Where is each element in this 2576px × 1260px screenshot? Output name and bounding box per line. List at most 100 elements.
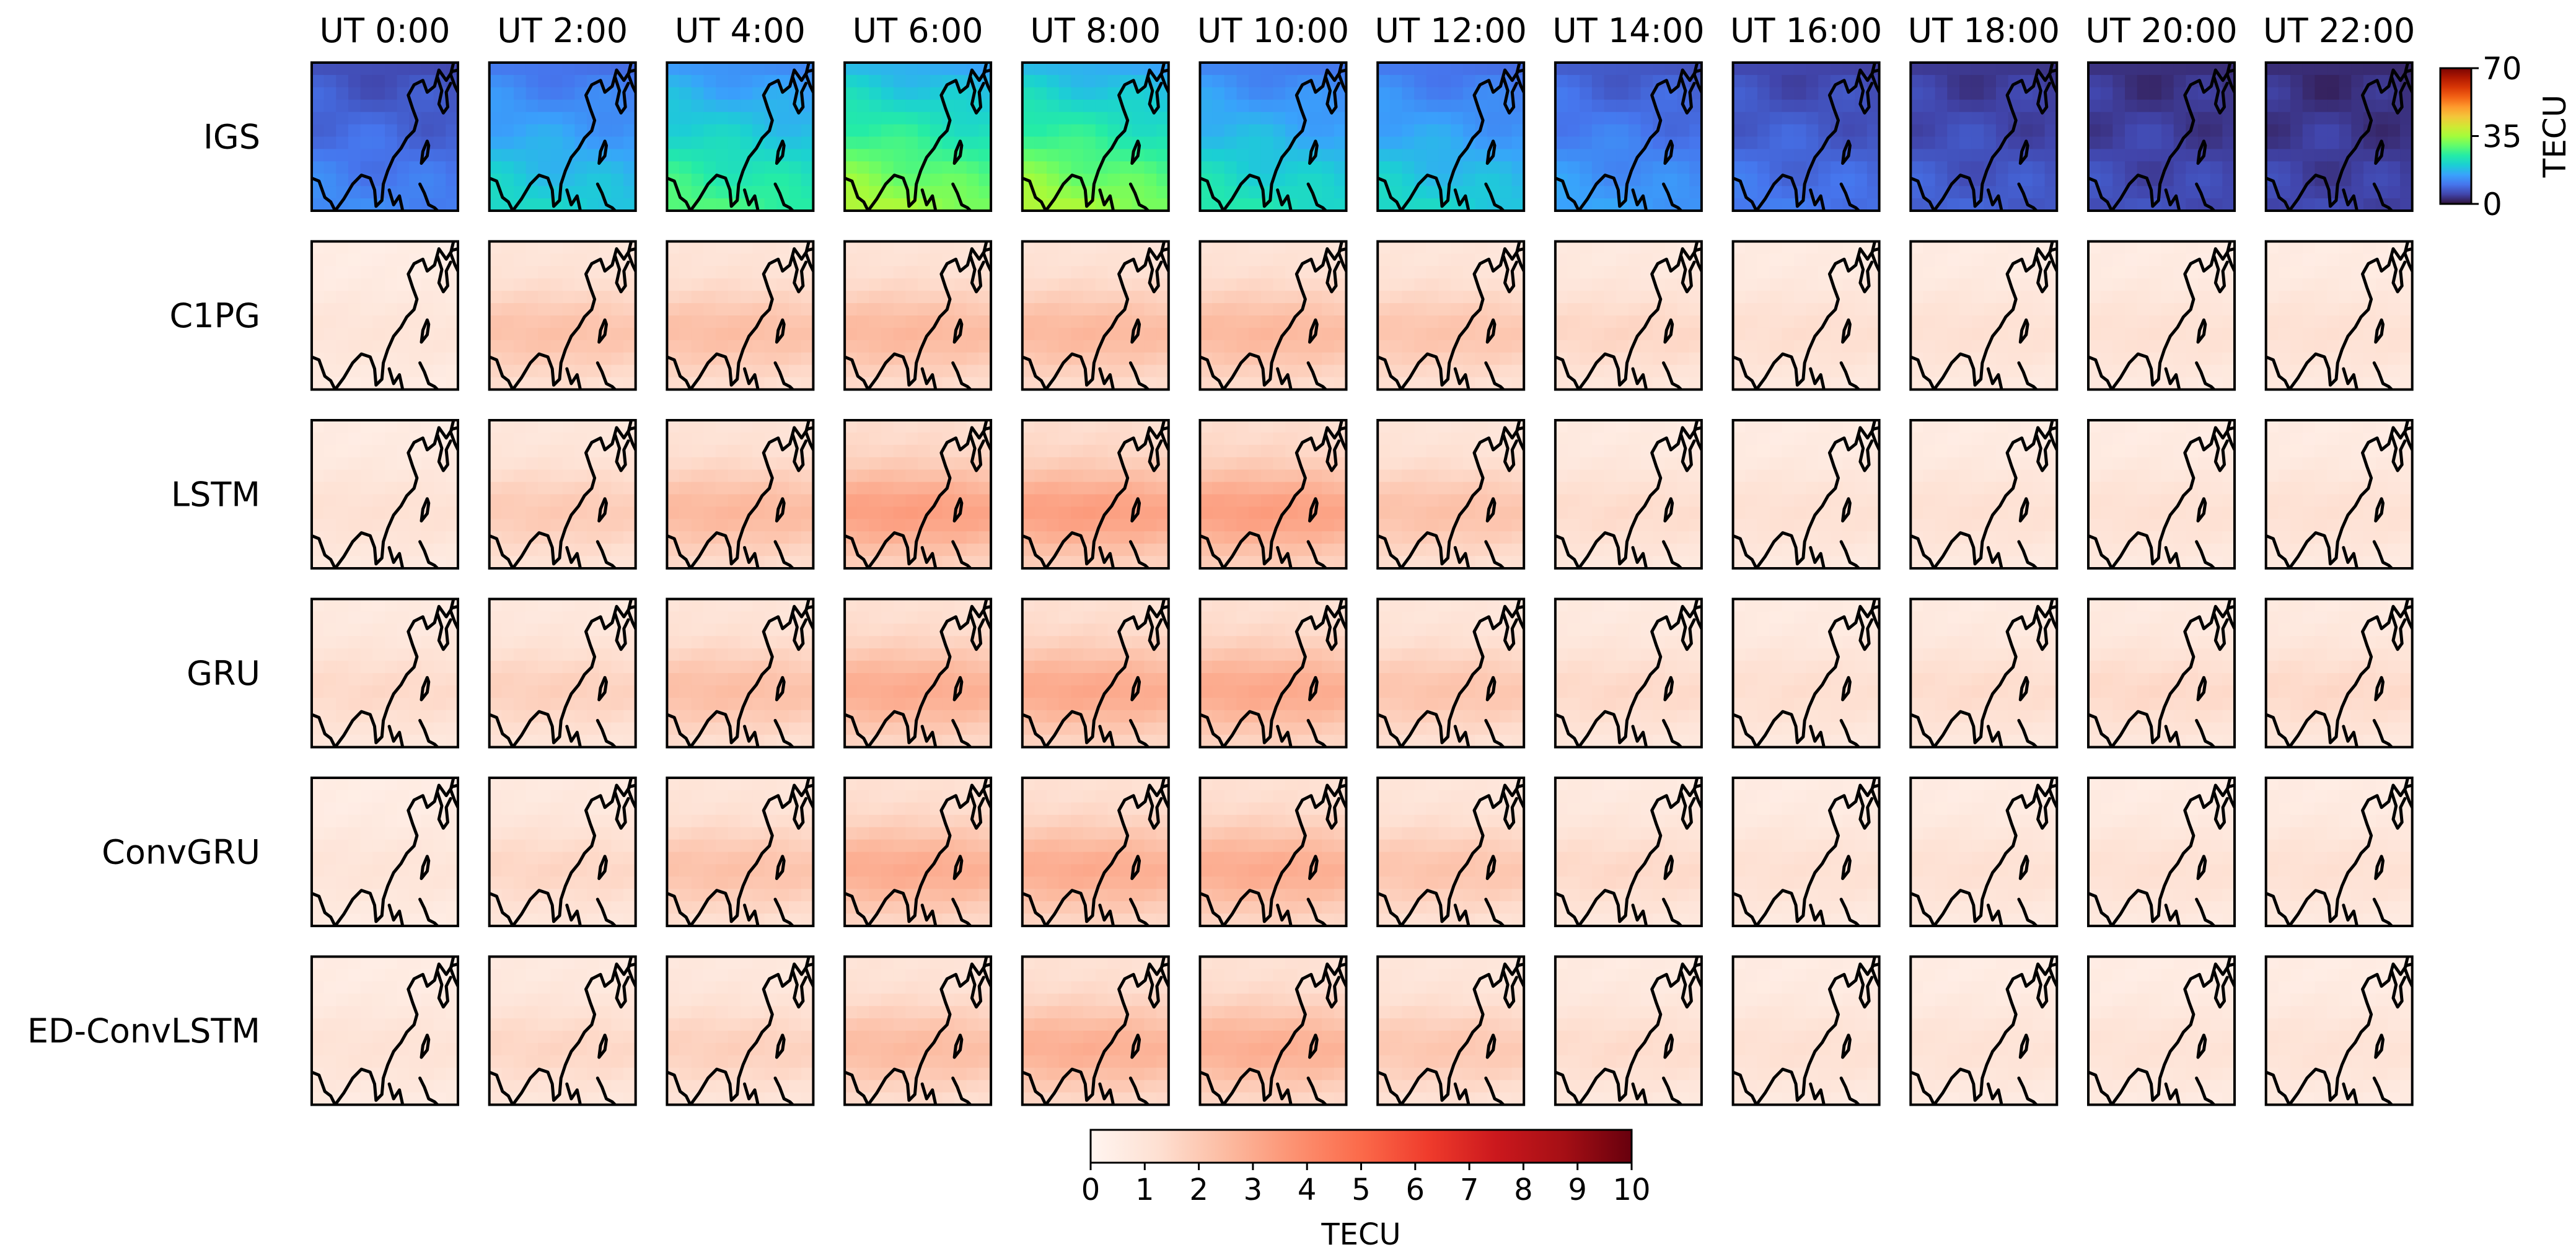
coastline	[1378, 778, 1524, 926]
map-panel-lstm-ut-16-00	[1731, 419, 1881, 570]
panel-frame	[2264, 61, 2414, 212]
panel-frame	[666, 240, 815, 391]
map-panel-convgru-ut-12-00	[1376, 777, 1526, 927]
panel-frame	[1021, 419, 1170, 570]
coastline	[489, 63, 636, 211]
colorbar-tec-label: TECU	[2537, 95, 2573, 178]
map-panel-igs-ut-18-00	[1909, 61, 2059, 212]
map-panel-ed-convlstm-ut-6-00	[843, 955, 993, 1106]
coastline	[1733, 63, 1879, 211]
coastline	[312, 63, 458, 211]
row-label-ed-convlstm: ED-ConvLSTM	[27, 1011, 260, 1051]
heatmap-cells	[667, 420, 814, 568]
coastline	[1200, 778, 1347, 926]
heatmap-cells	[1200, 420, 1347, 568]
coastline	[845, 599, 991, 747]
map-panel-gru-ut-0-00	[310, 597, 459, 749]
map-panel-igs-ut-12-00	[1376, 61, 1526, 212]
map-panel-c1pg-ut-18-00	[1909, 240, 2059, 391]
panel-frame	[666, 597, 815, 749]
coastline	[312, 956, 458, 1105]
colorbar-error-tick-label: 1	[1135, 1173, 1154, 1207]
colorbar-error-tick-label: 3	[1244, 1173, 1263, 1207]
time-label-ut-16-00: UT 16:00	[1730, 11, 1882, 50]
coastline	[2088, 420, 2235, 568]
colorbar-tec: 0 35 70 TECU	[2439, 51, 2573, 222]
map-panel-lstm-ut-22-00	[2264, 419, 2414, 570]
heatmap-cells	[2266, 420, 2412, 568]
colorbar-tec-bar	[2439, 67, 2473, 205]
coastline	[1910, 599, 2057, 747]
coastline	[312, 241, 458, 390]
map-panel-ed-convlstm-ut-14-00	[1554, 955, 1703, 1106]
panel-frame	[310, 419, 459, 570]
colorbar-error-bar	[1089, 1129, 1633, 1164]
map-panel-ed-convlstm-ut-16-00	[1731, 955, 1881, 1106]
map-panel-gru-ut-10-00	[1198, 597, 1348, 749]
colorbar-error-tick-label: 10	[1612, 1173, 1650, 1207]
coastline	[667, 420, 814, 568]
map-panel-lstm-ut-0-00	[310, 419, 459, 570]
panel-frame	[2087, 597, 2236, 749]
panel-frame	[1909, 955, 2059, 1106]
coastline	[667, 956, 814, 1105]
coastline	[2266, 420, 2412, 568]
heatmap-cells	[1022, 241, 1169, 390]
panel-frame	[1554, 61, 1703, 212]
coastline	[1378, 956, 1524, 1105]
coastline	[845, 956, 991, 1105]
map-panel-ed-convlstm-ut-10-00	[1198, 955, 1348, 1106]
map-panel-gru-ut-6-00	[843, 597, 993, 749]
time-label-ut-20-00: UT 20:00	[2085, 11, 2237, 50]
panel-frame	[488, 419, 637, 570]
panel-frame	[488, 597, 637, 749]
heatmap-cells	[1378, 956, 1524, 1105]
heatmap-cells	[1555, 778, 1702, 926]
map-panel-convgru-ut-22-00	[2264, 777, 2414, 927]
map-panel-igs-ut-2-00	[488, 61, 637, 212]
panel-frame	[1021, 61, 1170, 212]
map-panel-igs-ut-14-00	[1554, 61, 1703, 212]
panel-frame	[2264, 777, 2414, 927]
map-panel-gru-ut-20-00	[2087, 597, 2236, 749]
panel-frame	[843, 955, 993, 1106]
panel-frame	[1909, 419, 2059, 570]
panel-frame	[488, 777, 637, 927]
panel-frame	[310, 61, 459, 212]
colorbar-error-tick-label: 7	[1460, 1173, 1479, 1207]
coastline	[1378, 599, 1524, 747]
coastline	[1022, 956, 1169, 1105]
panel-frame	[2087, 777, 2236, 927]
heatmap-cells	[1022, 778, 1169, 926]
heatmap-cells	[1910, 63, 2057, 211]
panel-frame	[1731, 597, 1881, 749]
time-label-ut-22-00: UT 22:00	[2263, 11, 2415, 50]
heatmap-cells	[1200, 778, 1347, 926]
heatmap-cells	[1022, 956, 1169, 1105]
colorbar-tec-tick-label: 0	[2482, 187, 2502, 222]
time-headers: UT 0:00 UT 2:00 UT 4:00 UT 6:00 UT 8:00 UT 10…	[320, 11, 2416, 50]
map-panel-lstm-ut-18-00	[1909, 419, 2059, 570]
coastline	[2088, 778, 2235, 926]
heatmap-cells	[1910, 241, 2057, 390]
map-panel-convgru-ut-2-00	[488, 777, 637, 927]
time-label-ut-14-00: UT 14:00	[1552, 11, 1704, 50]
map-panel-igs-ut-8-00	[1021, 61, 1170, 212]
coastline	[1378, 241, 1524, 390]
coastline	[1200, 241, 1347, 390]
panel-frame	[1021, 240, 1170, 391]
colorbar-error-tick-label: 9	[1568, 1173, 1587, 1207]
coastline	[312, 778, 458, 926]
coastline	[1733, 420, 1879, 568]
map-panel-lstm-ut-2-00	[488, 419, 637, 570]
panel-frame	[1554, 240, 1703, 391]
panel-frame	[1376, 777, 1526, 927]
panel-frame	[2264, 597, 2414, 749]
time-label-ut-18-00: UT 18:00	[1908, 11, 2060, 50]
panel-frame	[2264, 419, 2414, 570]
panel-frame	[1909, 240, 2059, 391]
panel-frame	[1198, 61, 1348, 212]
model-labels: IGS C1PG LSTM GRU ConvGRU ED-ConvLSTM	[27, 118, 260, 1051]
coastline	[1555, 420, 1702, 568]
panel-frame	[666, 419, 815, 570]
